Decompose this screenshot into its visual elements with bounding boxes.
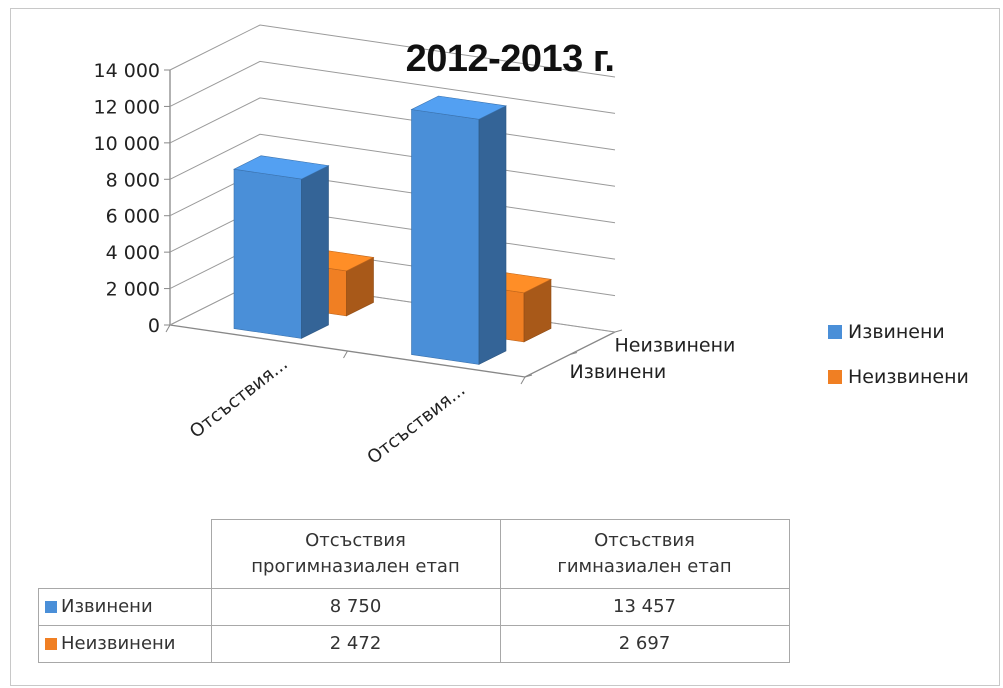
table-cell: 2 472 [210, 624, 501, 663]
y-tick-label: 8 000 [106, 169, 160, 191]
y-tick-label: 6 000 [106, 206, 160, 228]
bar-side-face [478, 105, 507, 365]
table-header-line: прогимназиален етап [251, 555, 460, 577]
y-tick-label: 10 000 [94, 133, 160, 155]
chart-title: 2012-2013 г. [405, 38, 615, 80]
bar-side-face [301, 165, 329, 339]
legend-item-izvineni: Извинени [828, 318, 969, 346]
gridline [169, 24, 616, 78]
table-cell: 13 457 [499, 587, 790, 626]
chart-legend: Извинени Неизвинени [828, 318, 969, 408]
data-table: Отсъствия прогимназиален етап Отсъствия … [38, 519, 790, 663]
table-swatch-neizvineni [45, 638, 57, 650]
table-row: Неизвинени 2 472 2 697 [38, 624, 790, 663]
legend-item-neizvineni: Неизвинени [828, 363, 969, 391]
table-row-header: Извинени [38, 587, 212, 626]
y-tick-label: 14 000 [94, 60, 160, 82]
gridline [169, 60, 616, 114]
table-header-line: Отсъствия [305, 529, 406, 551]
y-tick-label: 4 000 [106, 242, 160, 264]
z-tick-mark [524, 374, 533, 378]
gridline [169, 97, 616, 151]
table-corner [38, 519, 212, 589]
table-header-cell: Отсъствия прогимназиален етап [210, 519, 501, 589]
x-category-label: Отсъствия... [186, 353, 292, 442]
table-header-line: гимназиален етап [557, 555, 732, 577]
x-tick-mark [165, 324, 171, 333]
legend-swatch-izvineni [828, 325, 842, 339]
bar-top-face [410, 95, 507, 120]
floor-edge [169, 324, 616, 378]
table-header-cell: Отсъствия гимназиален етап [499, 519, 790, 589]
table-row-label: Неизвинени [61, 633, 176, 654]
bar-izvineni-0 [233, 155, 330, 339]
x-category-label: Отсъствия... [363, 379, 469, 468]
table-row-header: Неизвинени [38, 624, 212, 663]
z-category-label: Извинени [570, 361, 667, 383]
y-tick-label: 12 000 [94, 96, 160, 118]
table-header-row: Отсъствия прогимназиален етап Отсъствия … [38, 519, 790, 589]
y-tick-label: 0 [148, 315, 160, 337]
y-tick-label: 2 000 [106, 279, 160, 301]
bar-top-face [233, 155, 330, 180]
legend-label-izvineni: Извинени [848, 321, 945, 343]
z-category-label: Неизвинени [615, 334, 736, 356]
z-tick-mark [569, 352, 578, 355]
bar-front-face [411, 109, 480, 365]
bar-izvineni-1 [410, 95, 507, 365]
x-tick-mark [343, 350, 348, 359]
legend-label-neizvineni: Неизвинени [848, 366, 969, 388]
legend-swatch-neizvineni [828, 370, 842, 384]
bar-front-face [233, 168, 302, 339]
z-tick-mark [614, 329, 623, 333]
table-header-line: Отсъствия [594, 529, 695, 551]
table-cell: 2 697 [499, 624, 790, 663]
x-tick-mark [520, 376, 526, 385]
table-row: Извинени 8 750 13 457 [38, 587, 790, 626]
table-cell: 8 750 [210, 587, 501, 626]
table-row-label: Извинени [61, 596, 153, 617]
table-swatch-izvineni [45, 601, 57, 613]
